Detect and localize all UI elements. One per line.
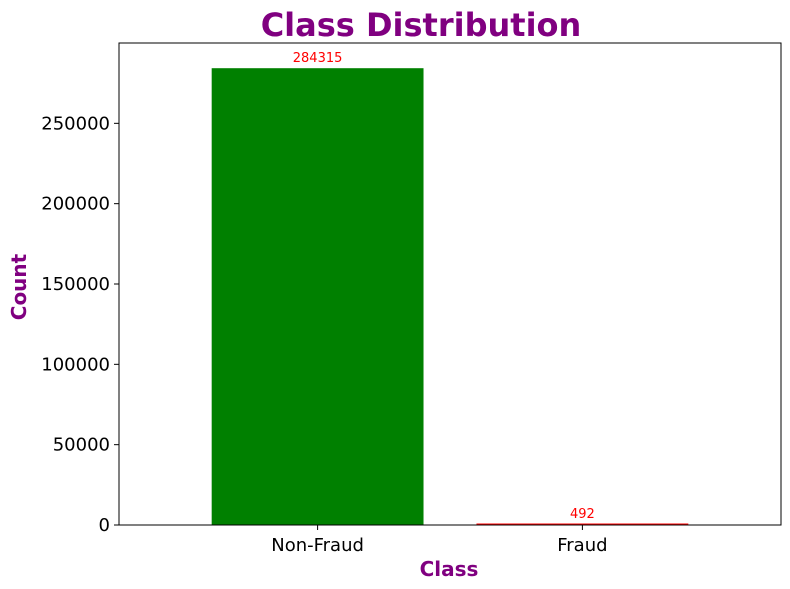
y-tick-label: 200000 [41,194,110,215]
x-axis: Non-Fraud Fraud [271,525,608,556]
y-axis-label: Count [7,253,31,320]
y-tick-label: 250000 [41,113,110,134]
y-tick-label: 150000 [41,274,110,295]
data-label: 284315 [293,51,343,66]
y-tick-label: 0 [99,515,110,536]
bar-non-fraud [211,68,424,525]
data-label: 492 [570,507,595,522]
plot-area: 284315 492 [118,42,782,526]
y-axis: 0 50000 100000 150000 200000 250000 [41,113,119,536]
chart-title: Class Distribution [261,6,582,44]
x-tick-label: Fraud [557,535,607,556]
x-tick-label: Non-Fraud [271,535,364,556]
y-tick-label: 50000 [53,435,110,456]
bar-fraud [476,523,689,525]
x-axis-label: Class [420,557,479,581]
y-tick-label: 100000 [41,354,110,375]
